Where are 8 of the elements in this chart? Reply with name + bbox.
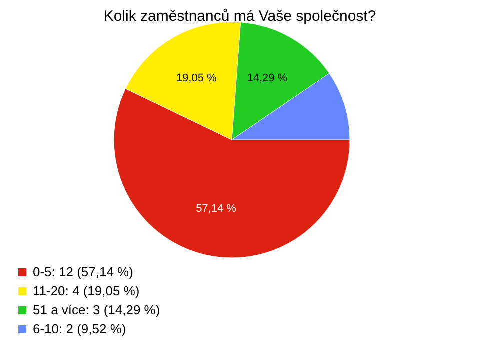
legend-label: 0-5: 12 (57,14 %)	[33, 264, 134, 280]
legend-label: 51 a více: 3 (14,29 %)	[33, 302, 160, 318]
chart-title: Kolik zaměstnanců má Vaše společnost?	[104, 8, 376, 25]
data-label: 14,29 %	[247, 72, 288, 85]
legend-label: 11-20: 4 (19,05 %)	[33, 284, 140, 298]
legend-label: 6-10: 2 (9,52 %)	[33, 322, 126, 336]
data-label: 57,14 %	[196, 203, 237, 216]
data-label: 19,05 %	[176, 72, 217, 85]
